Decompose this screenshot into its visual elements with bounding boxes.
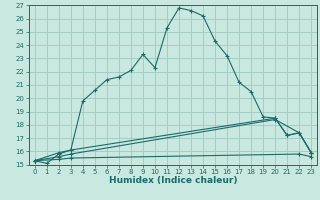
X-axis label: Humidex (Indice chaleur): Humidex (Indice chaleur) bbox=[109, 176, 237, 185]
